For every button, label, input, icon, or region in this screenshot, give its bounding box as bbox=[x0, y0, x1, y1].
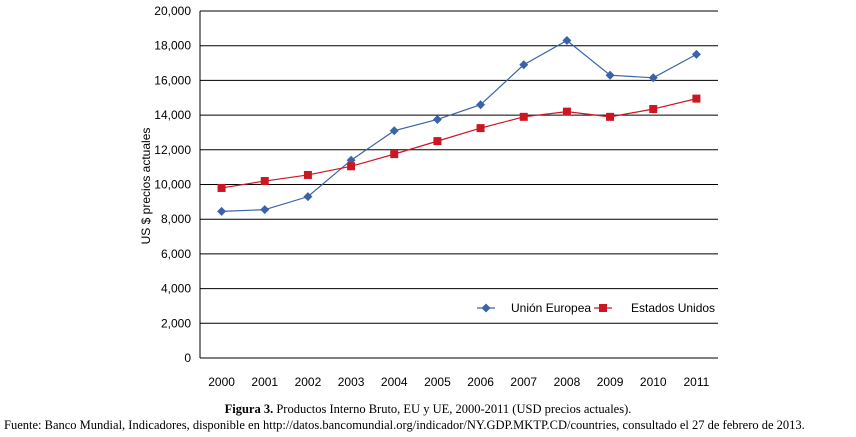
x-tick-label: 2002 bbox=[295, 375, 322, 389]
gridlines bbox=[199, 10, 718, 359]
y-tick-label: 2,000 bbox=[161, 316, 191, 330]
data-point bbox=[217, 206, 227, 216]
figure-caption: Figura 3. Productos Interno Bruto, EU y … bbox=[0, 401, 856, 417]
x-tick-label: 2005 bbox=[424, 375, 451, 389]
legend-item: Unión Europea bbox=[477, 301, 591, 315]
data-point bbox=[433, 137, 442, 146]
x-tick-label: 2000 bbox=[208, 375, 235, 389]
y-tick-label: 12,000 bbox=[154, 143, 191, 157]
data-point bbox=[606, 112, 615, 121]
legend-label: Estados Unidos bbox=[631, 301, 715, 315]
data-point bbox=[692, 94, 701, 103]
series-group bbox=[217, 35, 701, 216]
y-axis-label: US $ precios actuales bbox=[139, 128, 153, 245]
figure-caption-text: Productos Interno Bruto, EU y UE, 2000-2… bbox=[273, 402, 632, 416]
series-line bbox=[221, 39, 697, 212]
series bbox=[217, 35, 701, 216]
data-point bbox=[519, 60, 529, 70]
x-tick-label: 2001 bbox=[251, 375, 278, 389]
x-tick-label: 2008 bbox=[554, 375, 581, 389]
series bbox=[217, 94, 701, 192]
legend-marker bbox=[481, 303, 491, 313]
x-tick-label: 2010 bbox=[640, 375, 667, 389]
data-point bbox=[605, 70, 615, 80]
x-tick-label: 2009 bbox=[597, 375, 624, 389]
data-point bbox=[519, 112, 528, 121]
data-point bbox=[476, 100, 486, 110]
source-note: Fuente: Banco Mundial, Indicadores, disp… bbox=[4, 418, 805, 432]
x-tick-label: 2007 bbox=[510, 375, 537, 389]
data-point bbox=[476, 124, 485, 133]
data-point bbox=[390, 150, 399, 159]
data-point bbox=[260, 205, 270, 215]
data-point bbox=[562, 35, 572, 45]
data-point bbox=[691, 49, 701, 59]
data-point bbox=[562, 107, 571, 116]
y-tick-label: 20,000 bbox=[154, 4, 191, 18]
y-tick-label: 16,000 bbox=[154, 73, 191, 87]
x-tick-label: 2003 bbox=[338, 375, 365, 389]
x-tick-label: 2004 bbox=[381, 375, 408, 389]
data-point bbox=[648, 73, 658, 83]
y-tick-label: 6,000 bbox=[161, 247, 191, 261]
legend-label: Unión Europea bbox=[511, 301, 591, 315]
y-tick-label: 10,000 bbox=[154, 178, 191, 192]
line-chart: 0 2,000 4,000 6,000 8,000 10,000 12,000 14,000 1… bbox=[139, 4, 718, 389]
y-axis-ticks: 0 2,000 4,000 6,000 8,000 10,000 12,000 14,000 1… bbox=[154, 4, 191, 365]
data-point bbox=[217, 183, 226, 192]
y-tick-label: 8,000 bbox=[161, 212, 191, 226]
legend: Unión Europea Estados Unidos bbox=[477, 301, 715, 315]
y-tick-label: 0 bbox=[184, 351, 191, 365]
data-point bbox=[389, 126, 399, 136]
data-point bbox=[303, 192, 313, 202]
legend-item: Estados Unidos bbox=[594, 301, 715, 315]
figure-caption-label: Figura 3. bbox=[224, 402, 274, 416]
x-tick-label: 2011 bbox=[684, 375, 710, 389]
y-tick-label: 4,000 bbox=[161, 282, 191, 296]
legend-marker bbox=[599, 304, 607, 312]
x-tick-label: 2006 bbox=[467, 375, 494, 389]
data-point bbox=[260, 177, 269, 186]
x-axis-ticks: 2000 2001 2002 2003 2004 2005 2006 2007 2008 2009… bbox=[208, 375, 709, 389]
y-tick-label: 18,000 bbox=[154, 39, 191, 53]
data-point bbox=[347, 162, 356, 171]
series-line bbox=[221, 98, 697, 189]
data-point bbox=[432, 114, 442, 124]
y-tick-label: 14,000 bbox=[154, 108, 191, 122]
data-point bbox=[303, 170, 312, 179]
data-point bbox=[649, 105, 658, 114]
